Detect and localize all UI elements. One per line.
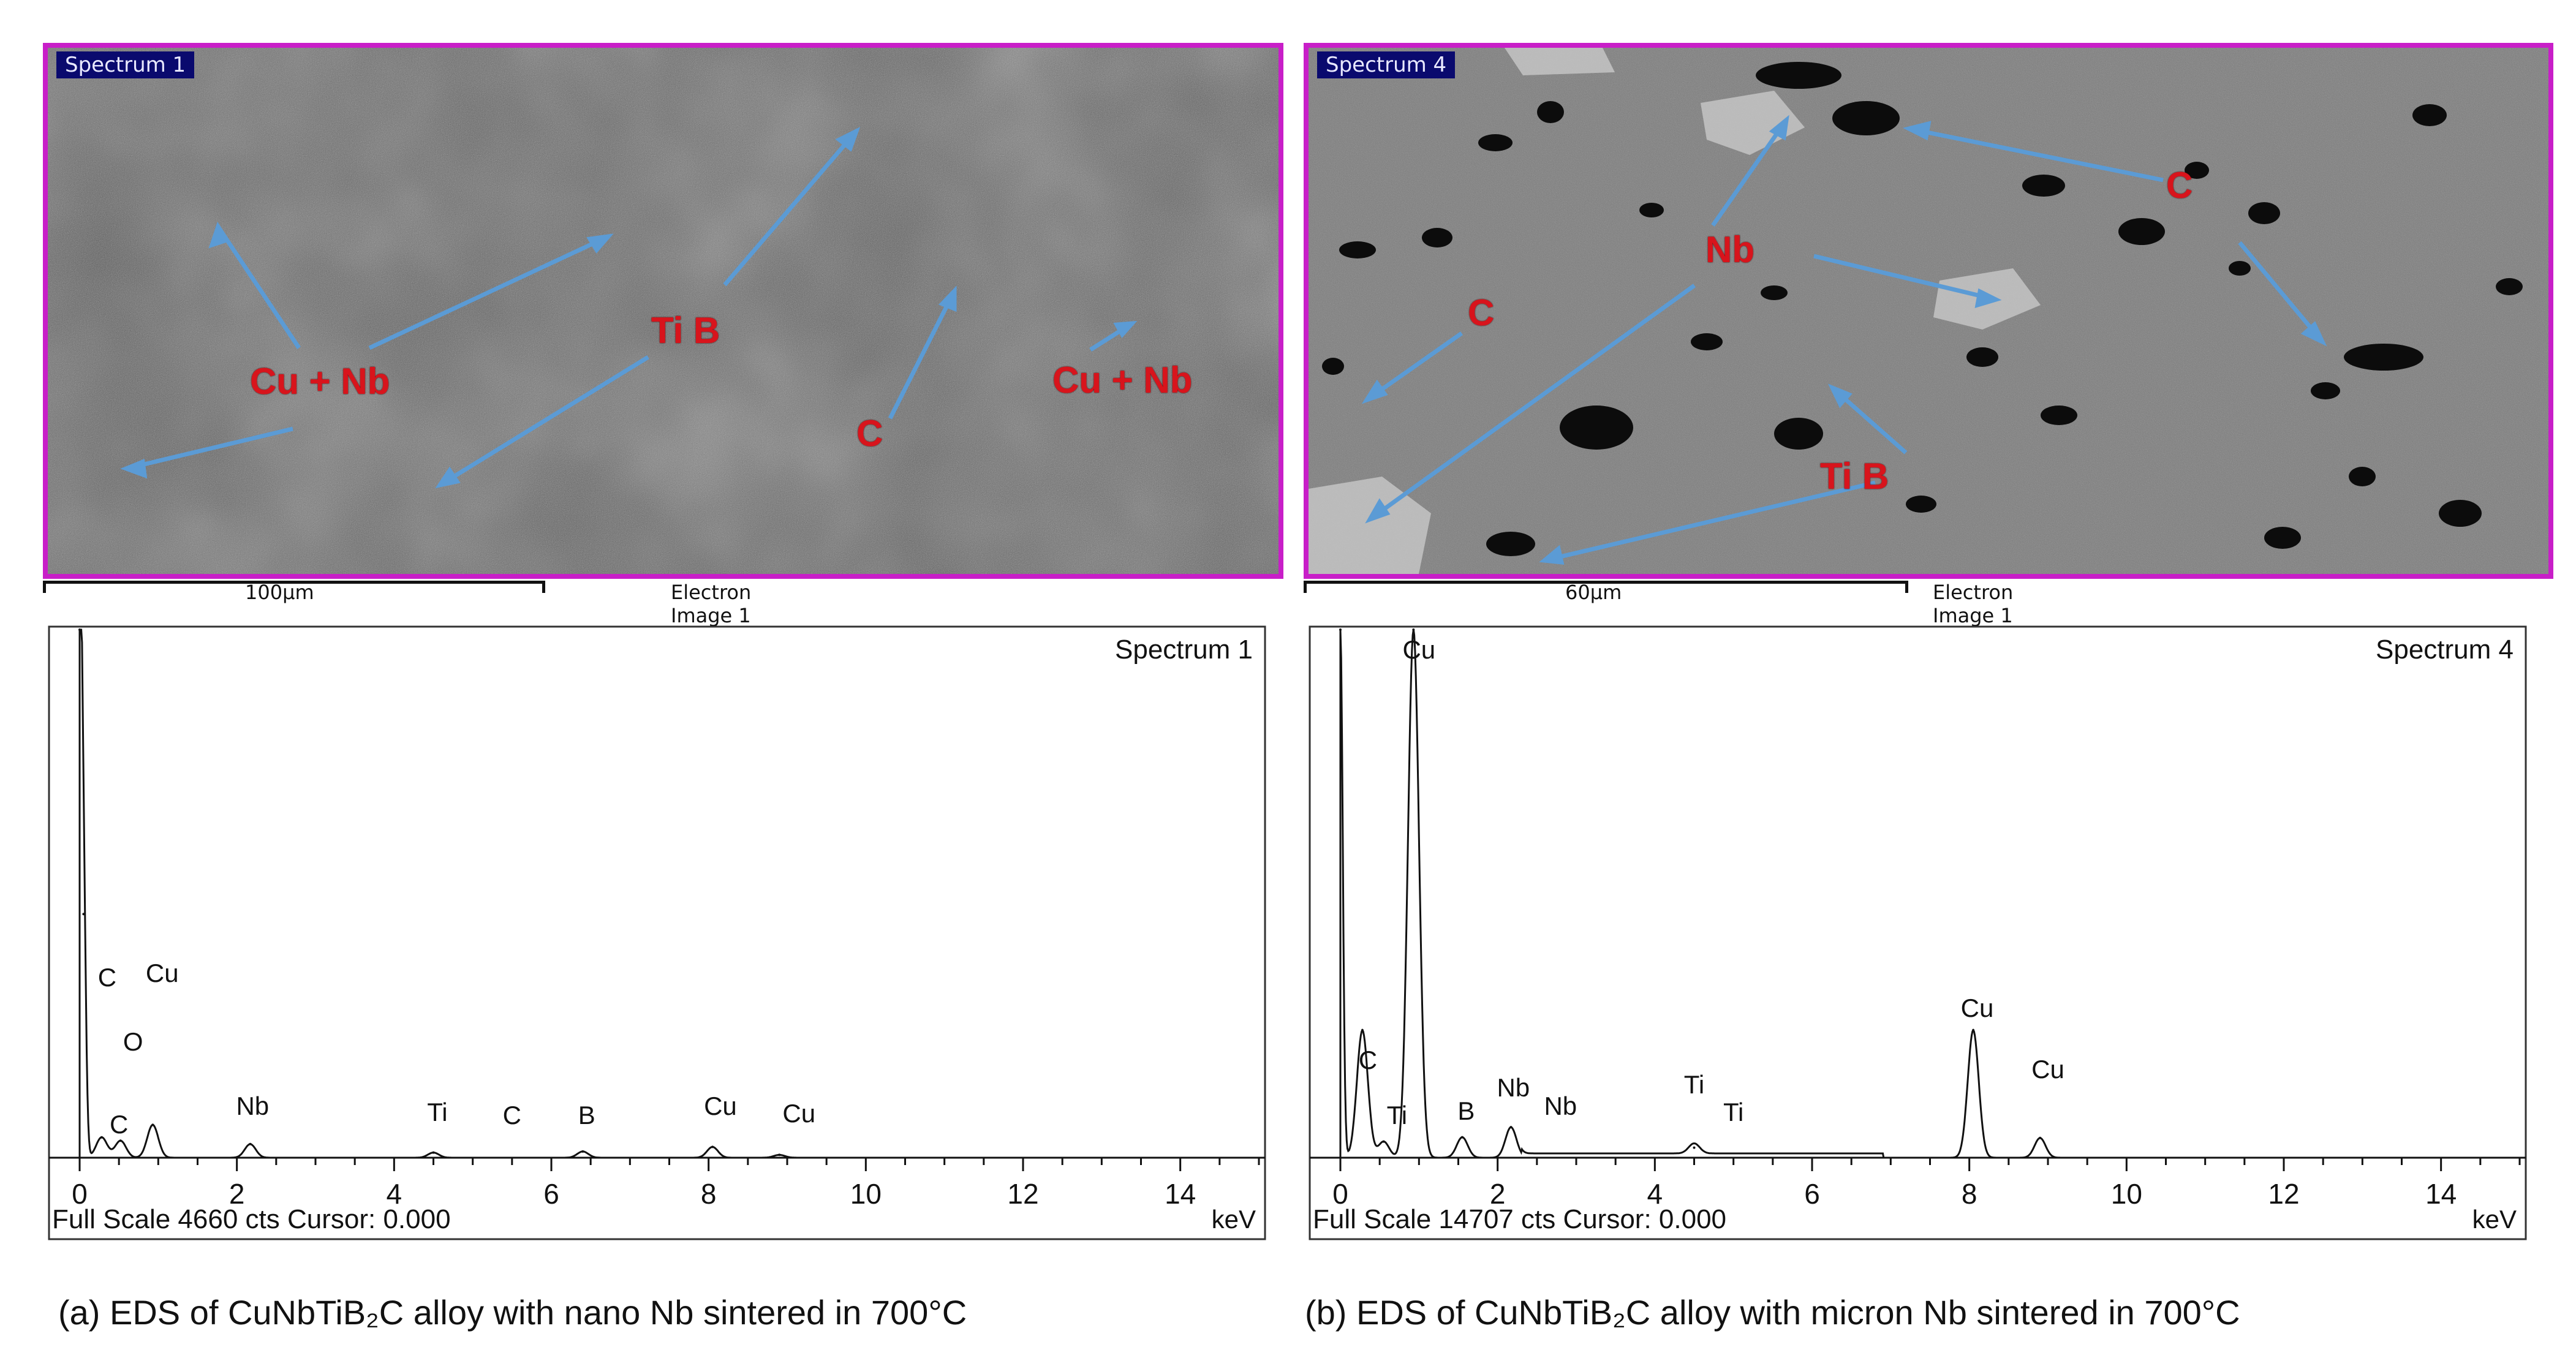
scale-bar-b — [1304, 581, 1908, 593]
peak-label: C — [503, 1101, 521, 1130]
peak-label: Cu — [1402, 635, 1435, 664]
peak-label: Ti — [1723, 1098, 1743, 1126]
x-tick-label: 12 — [1007, 1178, 1038, 1210]
peak-label: C — [110, 1110, 128, 1139]
x-tick-label: 14 — [2425, 1178, 2457, 1210]
x-tick-label: 4 — [1647, 1178, 1663, 1210]
peak-label: Nb — [1497, 1073, 1530, 1102]
caption-b: (b) EDS of CuNbTiB₂C alloy with micron N… — [1305, 1293, 2240, 1332]
peak-label: Ti — [1684, 1070, 1704, 1099]
x-tick-label: 6 — [543, 1178, 559, 1210]
spectrum-footer: Full Scale 4660 cts Cursor: 0.000 — [52, 1204, 451, 1234]
x-tick-label: 8 — [1962, 1178, 1977, 1210]
spectrum-peak-point — [119, 1139, 122, 1142]
spectrum-trace — [78, 628, 1259, 1159]
x-tick-label: 2 — [1490, 1178, 1506, 1210]
spectrum-peak-point — [249, 1142, 252, 1145]
sem-arrows-b — [1361, 115, 2327, 565]
peak-label: Cu — [704, 1092, 737, 1120]
spectrum-trace — [1339, 629, 2520, 1159]
spectrum-title: Spectrum 1 — [1115, 635, 1253, 665]
peak-label: Nb — [1544, 1092, 1577, 1120]
spectrum-peak-point — [432, 1151, 435, 1154]
x-tick-label: 0 — [72, 1178, 88, 1210]
spectrum-peak-point — [778, 1153, 781, 1156]
peak-label: B — [1457, 1096, 1475, 1125]
peak-label: Nb — [236, 1092, 269, 1120]
scale-label-b: 60µm — [1565, 581, 1622, 604]
x-tick-label: 12 — [2268, 1178, 2299, 1210]
spectrum-chart-a: 0 2 4 6 8 10 12 14 Spectrum 1 keV Full Scale 4660 … — [43, 625, 1268, 1262]
scale-label-a: 100µm — [245, 581, 314, 604]
spectrum-peak-point — [711, 1145, 714, 1149]
spectrum-footer: Full Scale 14707 cts Cursor: 0.000 — [1313, 1204, 1726, 1234]
peak-label: B — [578, 1101, 595, 1130]
spectrum-peak-point — [581, 1150, 584, 1153]
spectrum-peak-point — [1972, 1028, 1975, 1032]
spectrum-peak-point — [151, 1123, 154, 1126]
spectrum-peak-point — [82, 913, 85, 916]
sem-label-nb: Nb — [1705, 229, 1754, 270]
x-tick-label: 6 — [1804, 1178, 1820, 1210]
spectrum-peak-point — [78, 628, 81, 631]
x-tick-label: 4 — [387, 1178, 402, 1210]
sem-tag-a: Spectrum 1 — [56, 51, 195, 78]
peak-label: Cu — [1961, 994, 1994, 1022]
x-tick-label: 2 — [229, 1178, 245, 1210]
sem-label-ti-b: Ti B — [651, 310, 720, 351]
sem-image-a: Spectrum 1 Cu + Nb Ti B C Cu + Nb — [43, 43, 1283, 579]
spectrum-peak-point — [1412, 628, 1415, 631]
x-tick-label: 10 — [2111, 1178, 2142, 1210]
sem-dark-grains-b — [1322, 62, 2523, 556]
peak-label: Ti — [427, 1098, 447, 1126]
spectrum-peak-point — [2039, 1136, 2042, 1139]
peak-label: Cu — [782, 1099, 815, 1128]
spectrum-peak-point — [1509, 1126, 1513, 1129]
sem-label-ti-b-b: Ti B — [1820, 456, 1889, 497]
spectrum-chart-b: 0 2 4 6 8 10 12 14 Spectrum 4 keV Full Scale 14707… — [1304, 625, 2529, 1262]
x-tick-label: 14 — [1165, 1178, 1196, 1210]
sem-label-cu-nb-right: Cu + Nb — [1052, 360, 1193, 401]
sem-label-c: C — [856, 413, 883, 454]
sem-label-cu-nb-left: Cu + Nb — [250, 361, 390, 402]
sem-label-c-left: C — [1468, 292, 1495, 333]
peak-label: C — [1359, 1046, 1377, 1074]
spectrum-peak-point — [100, 1136, 103, 1139]
spectrum-frame — [48, 625, 1266, 1240]
spectrum-peak-point — [1361, 1028, 1364, 1032]
x-axis-unit: keV — [2472, 1205, 2517, 1234]
sem-tag-b: Spectrum 4 — [1317, 51, 1456, 78]
image-title-a: Electron Image 1 — [671, 581, 752, 627]
peak-label: C — [98, 963, 116, 992]
peak-label: O — [123, 1027, 143, 1056]
sem-arrows-a — [120, 126, 1138, 489]
sem-texture-a — [48, 48, 1279, 574]
spectrum-frame — [1309, 625, 2527, 1240]
peak-label: Ti — [1387, 1101, 1407, 1130]
scale-bar-a — [43, 581, 545, 593]
x-axis-unit: keV — [1212, 1205, 1256, 1234]
sem-texture-b — [1309, 48, 2548, 574]
spectrum-peak-point — [1693, 1146, 1696, 1149]
spectrum-title: Spectrum 4 — [2376, 635, 2514, 665]
spectrum-peak-point — [1382, 1140, 1385, 1143]
peak-label: Cu — [146, 959, 179, 987]
x-tick-label: 8 — [701, 1178, 717, 1210]
spectrum-peak-point — [1339, 628, 1342, 631]
spectrum-peak-point — [1460, 1136, 1464, 1139]
x-tick-label: 0 — [1332, 1178, 1348, 1210]
peak-label: Cu — [2031, 1055, 2064, 1084]
x-tick-label: 10 — [850, 1178, 882, 1210]
spectrum-svg-a: 0 2 4 6 8 10 12 14 Spectrum 1 keV Full Scale 4660 … — [48, 625, 1266, 1240]
image-title-b: Electron Image 1 — [1933, 581, 2014, 627]
spectrum-svg-b: 0 2 4 6 8 10 12 14 Spectrum 4 keV Full Scale 14707… — [1309, 625, 2527, 1240]
sem-image-b: Spectrum 4 C Nb C Ti B — [1304, 43, 2553, 579]
sem-label-c-right: C — [2166, 165, 2193, 206]
caption-a: (a) EDS of CuNbTiB₂C alloy with nano Nb … — [58, 1293, 967, 1332]
